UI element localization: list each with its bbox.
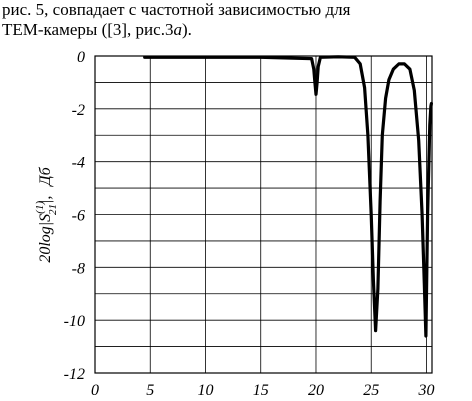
y-tick-label: -6 xyxy=(72,208,85,225)
y-tick-label: 0 xyxy=(77,49,85,66)
paragraph-line-2: ТЕМ-камеры ([3], рис.3a). xyxy=(2,20,192,40)
y-axis-label-close: |, xyxy=(37,196,54,204)
y-tick-label: -12 xyxy=(64,366,85,383)
y-axis-label-sub: 21 xyxy=(47,204,59,215)
x-tick-label: 10 xyxy=(197,382,213,399)
y-axis-label-main: 20log|S xyxy=(37,214,54,263)
y-axis-label: 20log|S(1)21|, Дб xyxy=(34,166,59,262)
paragraph-line-1: рис. 5, совпадает с частотной зависимост… xyxy=(2,0,351,19)
series-line xyxy=(143,55,433,338)
x-tick-label: 25 xyxy=(363,382,379,399)
x-tick-label: 5 xyxy=(146,382,154,399)
x-tick-label: 30 xyxy=(417,382,434,399)
y-axis-unit: Дб xyxy=(37,166,54,187)
y-tick-label: -4 xyxy=(72,155,85,172)
x-tick-labels: 0 5 10 15 20 25 30 xyxy=(91,382,434,399)
grid xyxy=(94,55,432,374)
x-tick-label: 15 xyxy=(253,382,269,399)
y-axis-label-sup: (1) xyxy=(34,201,46,214)
paragraph-line-2-suffix: ). xyxy=(181,20,192,39)
paragraph-line-2-italic: a xyxy=(173,20,182,39)
paragraph-line-2-prefix: ТЕМ-камеры ([3], рис.3 xyxy=(2,20,174,39)
y-tick-label: -2 xyxy=(72,102,85,119)
y-tick-labels: 0 -2 -4 -6 -8 -10 -12 xyxy=(64,49,85,383)
x-tick-label: 0 xyxy=(91,382,99,399)
y-tick-label: -10 xyxy=(64,313,85,330)
x-tick-label: 20 xyxy=(308,382,324,399)
y-tick-label: -8 xyxy=(72,260,85,277)
